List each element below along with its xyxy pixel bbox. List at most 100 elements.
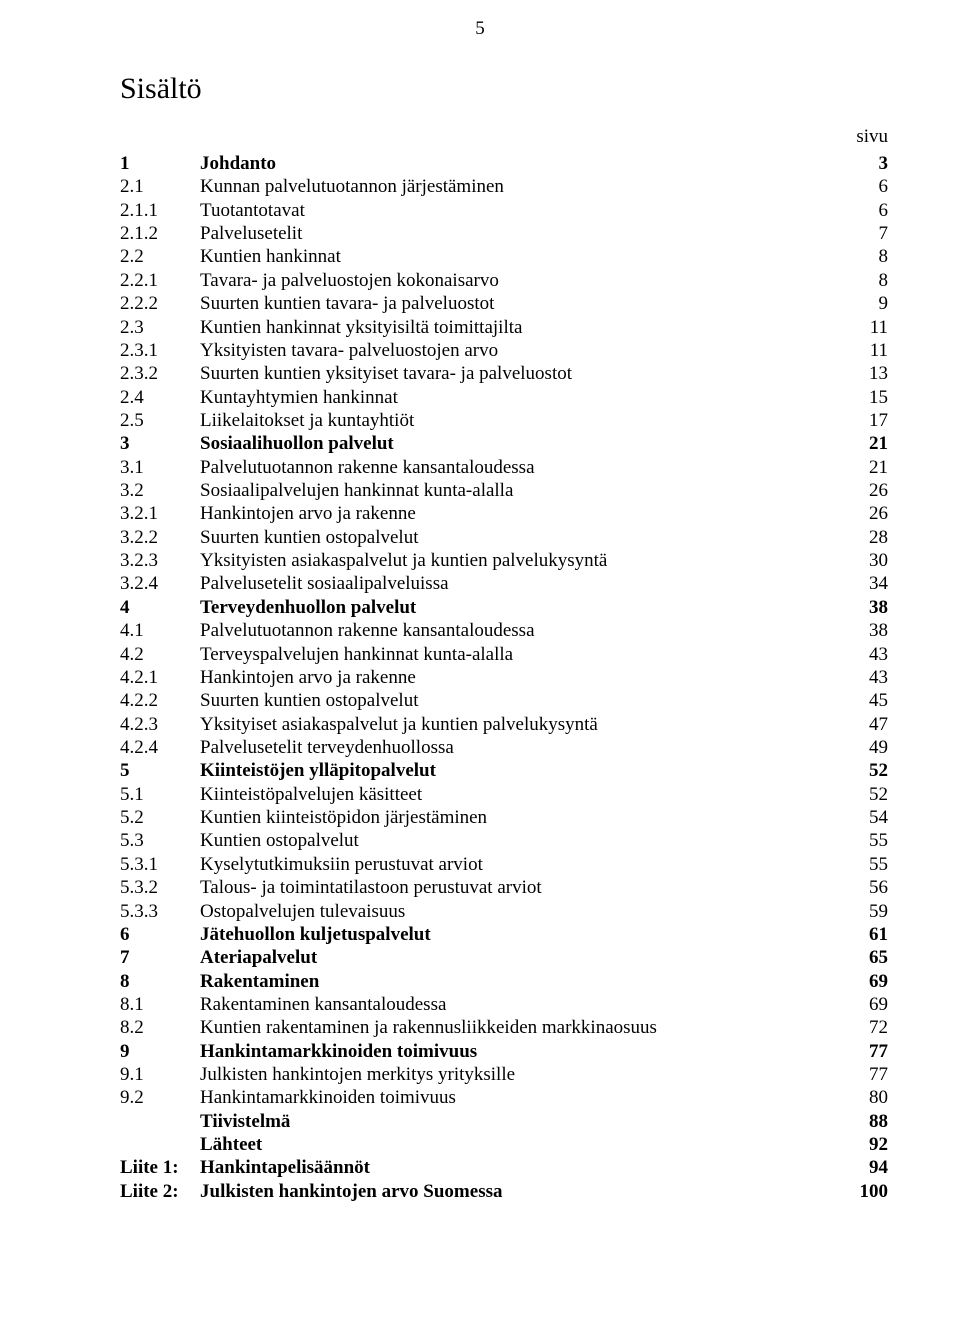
toc-row: Liite 1:Hankintapelisäännöt94 — [120, 1156, 888, 1179]
toc-entry-page: 28 — [844, 526, 888, 549]
toc-entry-title: Hankintojen arvo ja rakenne — [200, 502, 844, 525]
toc-entry-page: 26 — [844, 479, 888, 502]
toc-entry-title: Liikelaitokset ja kuntayhtiöt — [200, 409, 844, 432]
toc-row: 2.2.1Tavara- ja palveluostojen kokonaisa… — [120, 269, 888, 292]
toc-row: 3.2.3Yksityisten asiakaspalvelut ja kunt… — [120, 549, 888, 572]
toc-row: 4.1Palvelutuotannon rakenne kansantaloud… — [120, 619, 888, 642]
toc-entry-page: 21 — [844, 432, 888, 455]
toc-entry-page: 13 — [844, 362, 888, 385]
toc-entry-page: 56 — [844, 876, 888, 899]
toc-entry-number: 3.2 — [120, 479, 200, 502]
toc-entry-number: 4.2.4 — [120, 736, 200, 759]
toc-entry-page: 3 — [844, 152, 888, 175]
toc-entry-page: 80 — [844, 1086, 888, 1109]
toc-entry-number: 2.3.2 — [120, 362, 200, 385]
toc-row: 3.2.2Suurten kuntien ostopalvelut28 — [120, 526, 888, 549]
toc-entry-page: 9 — [844, 292, 888, 315]
toc-row: 2.4Kuntayhtymien hankinnat15 — [120, 386, 888, 409]
toc-entry-title: Palvelusetelit terveydenhuollossa — [200, 736, 844, 759]
page-number: 5 — [475, 18, 485, 40]
toc-entry-page: 69 — [844, 993, 888, 1016]
toc-entry-number: 2.1.2 — [120, 222, 200, 245]
toc-entry-number: 3.1 — [120, 456, 200, 479]
toc-entry-number: 4.1 — [120, 619, 200, 642]
toc-entry-title: Tavara- ja palveluostojen kokonaisarvo — [200, 269, 844, 292]
toc-entry-page: 26 — [844, 502, 888, 525]
toc-row: 3.2.1Hankintojen arvo ja rakenne26 — [120, 502, 888, 525]
toc-entry-number: 5.1 — [120, 783, 200, 806]
toc-entry-number: 2.3.1 — [120, 339, 200, 362]
toc-row: 9Hankintamarkkinoiden toimivuus77 — [120, 1040, 888, 1063]
toc-entry-page: 92 — [844, 1133, 888, 1156]
toc-entry-title: Kunnan palvelutuotannon järjestäminen — [200, 175, 844, 198]
toc-row: 3.2Sosiaalipalvelujen hankinnat kunta-al… — [120, 479, 888, 502]
toc-row: 3.1Palvelutuotannon rakenne kansantaloud… — [120, 456, 888, 479]
toc-entry-page: 61 — [844, 923, 888, 946]
toc-entry-number: 1 — [120, 152, 200, 175]
toc-entry-page: 47 — [844, 713, 888, 736]
toc-entry-number: 5.3.2 — [120, 876, 200, 899]
toc-entry-page: 8 — [844, 245, 888, 268]
toc-entry-title: Terveydenhuollon palvelut — [200, 596, 844, 619]
toc-entry-number: 5.3.1 — [120, 853, 200, 876]
toc-entry-page: 38 — [844, 619, 888, 642]
toc-entry-title: Kuntien ostopalvelut — [200, 829, 844, 852]
toc-row: 4.2.3Yksityiset asiakaspalvelut ja kunti… — [120, 713, 888, 736]
toc-entry-page: 77 — [844, 1063, 888, 1086]
toc-entry-number: 8.1 — [120, 993, 200, 1016]
toc-entry-title: Kiinteistöjen ylläpitopalvelut — [200, 759, 844, 782]
toc-entry-page: 8 — [844, 269, 888, 292]
toc-entry-title: Suurten kuntien ostopalvelut — [200, 689, 844, 712]
toc-entry-page: 7 — [844, 222, 888, 245]
toc-entry-number: 2.4 — [120, 386, 200, 409]
toc-row: 5Kiinteistöjen ylläpitopalvelut52 — [120, 759, 888, 782]
table-of-contents: 1Johdanto32.1Kunnan palvelutuotannon jär… — [120, 152, 888, 1203]
toc-entry-title: Johdanto — [200, 152, 844, 175]
toc-row: Tiivistelmä88 — [120, 1110, 888, 1133]
toc-entry-number: 3 — [120, 432, 200, 455]
toc-entry-title: Suurten kuntien tavara- ja palveluostot — [200, 292, 844, 315]
toc-row: 2.1Kunnan palvelutuotannon järjestäminen… — [120, 175, 888, 198]
toc-entry-number: 4.2.1 — [120, 666, 200, 689]
toc-row: 2.2.2Suurten kuntien tavara- ja palveluo… — [120, 292, 888, 315]
toc-row: 8.2Kuntien rakentaminen ja rakennusliikk… — [120, 1016, 888, 1039]
toc-row: 2.3.1Yksityisten tavara- palveluostojen … — [120, 339, 888, 362]
toc-entry-page: 6 — [844, 199, 888, 222]
toc-entry-page: 43 — [844, 666, 888, 689]
toc-entry-page: 100 — [844, 1180, 888, 1203]
toc-row: 4.2.2Suurten kuntien ostopalvelut45 — [120, 689, 888, 712]
toc-entry-page: 65 — [844, 946, 888, 969]
toc-entry-title: Jätehuollon kuljetuspalvelut — [200, 923, 844, 946]
toc-entry-title: Kuntien kiinteistöpidon järjestäminen — [200, 806, 844, 829]
toc-entry-number: 5 — [120, 759, 200, 782]
toc-row: 2.2Kuntien hankinnat8 — [120, 245, 888, 268]
toc-entry-page: 11 — [844, 339, 888, 362]
toc-entry-title: Rakentaminen kansantaloudessa — [200, 993, 844, 1016]
toc-row: 5.3Kuntien ostopalvelut55 — [120, 829, 888, 852]
toc-entry-number: 4.2.2 — [120, 689, 200, 712]
toc-entry-title: Palvelusetelit — [200, 222, 844, 245]
toc-entry-title: Yksityiset asiakaspalvelut ja kuntien pa… — [200, 713, 844, 736]
toc-row: 5.3.3Ostopalvelujen tulevaisuus59 — [120, 900, 888, 923]
toc-entry-number: 2.2.1 — [120, 269, 200, 292]
toc-entry-title: Sosiaalihuollon palvelut — [200, 432, 844, 455]
toc-entry-title: Talous- ja toimintatilastoon perustuvat … — [200, 876, 844, 899]
toc-entry-title: Kuntien hankinnat yksityisiltä toimittaj… — [200, 316, 844, 339]
toc-row: 5.2Kuntien kiinteistöpidon järjestäminen… — [120, 806, 888, 829]
toc-entry-title: Tuotantotavat — [200, 199, 844, 222]
toc-entry-title: Julkisten hankintojen merkitys yrityksil… — [200, 1063, 844, 1086]
document-page: 5 Sisältö sivu 1Johdanto32.1Kunnan palve… — [0, 0, 960, 1342]
toc-row: 8Rakentaminen69 — [120, 970, 888, 993]
toc-entry-number: 6 — [120, 923, 200, 946]
toc-entry-page: 72 — [844, 1016, 888, 1039]
toc-entry-title: Kyselytutkimuksiin perustuvat arviot — [200, 853, 844, 876]
toc-entry-page: 52 — [844, 783, 888, 806]
toc-entry-number: 5.3 — [120, 829, 200, 852]
toc-row: 9.2Hankintamarkkinoiden toimivuus80 — [120, 1086, 888, 1109]
toc-entry-page: 21 — [844, 456, 888, 479]
toc-row: 3Sosiaalihuollon palvelut21 — [120, 432, 888, 455]
toc-row: 2.1.1Tuotantotavat6 — [120, 199, 888, 222]
toc-entry-title: Ostopalvelujen tulevaisuus — [200, 900, 844, 923]
toc-entry-page: 45 — [844, 689, 888, 712]
toc-row: 6Jätehuollon kuljetuspalvelut61 — [120, 923, 888, 946]
